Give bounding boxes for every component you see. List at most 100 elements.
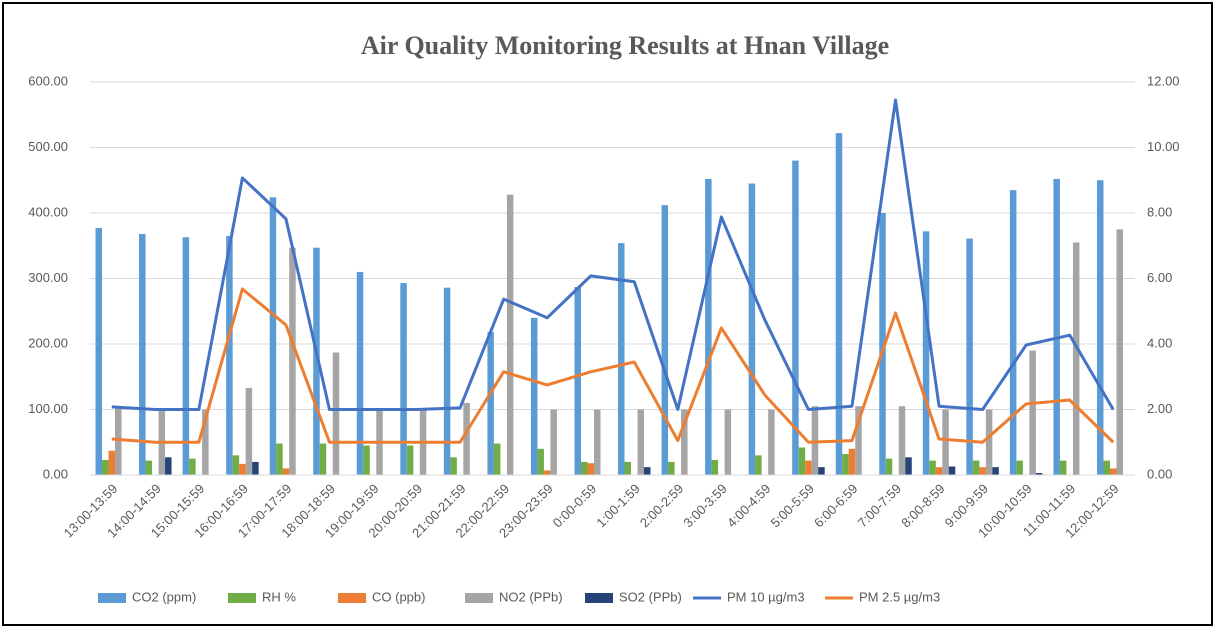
- bar: [618, 243, 625, 475]
- bar: [332, 352, 340, 475]
- bar: [661, 205, 669, 475]
- legend-swatch: [585, 593, 613, 603]
- bar: [681, 409, 688, 475]
- bar: [574, 287, 581, 475]
- bar: [668, 461, 675, 475]
- bar: [929, 460, 936, 475]
- bar: [165, 457, 172, 475]
- bar: [855, 406, 862, 475]
- bar: [1103, 460, 1110, 475]
- bar: [543, 470, 551, 475]
- legend-label: CO (ppb): [372, 589, 425, 604]
- bar: [705, 178, 712, 475]
- y-tick-label: 0.00: [43, 466, 68, 481]
- bar: [182, 237, 190, 475]
- y-tick-label: 500.00: [28, 139, 68, 154]
- bar: [835, 133, 843, 475]
- bar: [1053, 178, 1060, 475]
- bar: [768, 409, 775, 475]
- bar: [624, 461, 632, 475]
- y2-tick-label: 6.00: [1147, 270, 1172, 285]
- bar: [487, 332, 494, 475]
- bar: [748, 183, 756, 475]
- legend-swatch: [465, 593, 493, 603]
- bar: [1096, 180, 1104, 475]
- bar: [443, 287, 451, 475]
- line: [111, 98, 1115, 411]
- bar: [356, 271, 364, 475]
- bar: [711, 459, 719, 475]
- legend-label: RH %: [262, 589, 296, 604]
- bar: [818, 467, 825, 475]
- bar: [289, 247, 296, 475]
- bar: [1059, 460, 1067, 475]
- bar: [363, 445, 370, 475]
- bar: [885, 458, 893, 475]
- bar: [269, 197, 277, 475]
- bar: [842, 454, 849, 475]
- legend-swatch: [228, 593, 256, 603]
- legend-label: SO2 (PPb): [619, 589, 682, 604]
- bar: [966, 238, 973, 475]
- bar: [463, 402, 470, 475]
- bar: [1035, 473, 1043, 475]
- bar: [979, 467, 986, 475]
- bar: [1109, 468, 1117, 475]
- y2-tick-label: 4.00: [1147, 335, 1172, 350]
- bar: [145, 460, 153, 475]
- chart-title: Air Quality Monitoring Results at Hnan V…: [361, 31, 889, 60]
- bar: [972, 460, 980, 475]
- bar: [102, 459, 109, 475]
- bar: [506, 194, 514, 475]
- bar: [985, 409, 993, 475]
- bar: [319, 443, 327, 475]
- legend-label: PM 10 µg/m3: [727, 589, 805, 604]
- y2-tick-label: 2.00: [1147, 401, 1172, 416]
- bar: [1016, 460, 1023, 475]
- y-tick-label: 200.00: [28, 335, 68, 350]
- bar: [537, 448, 544, 475]
- bar: [644, 467, 651, 475]
- bar: [202, 409, 209, 475]
- bar: [189, 458, 196, 475]
- line: [111, 287, 1115, 444]
- bar: [905, 457, 912, 475]
- bar: [400, 283, 407, 475]
- bar: [232, 455, 240, 475]
- legend-swatch: [338, 593, 366, 603]
- bar: [313, 247, 320, 475]
- bar: [798, 447, 806, 475]
- bar: [95, 228, 103, 475]
- bar: [879, 213, 886, 475]
- y2-tick-label: 8.00: [1147, 204, 1172, 219]
- bar: [1009, 190, 1017, 475]
- bar: [992, 467, 999, 475]
- bar: [530, 317, 538, 475]
- bar: [587, 463, 594, 475]
- bar: [942, 409, 949, 475]
- legend-swatch: [98, 593, 126, 603]
- y-tick-label: 600.00: [28, 73, 68, 88]
- legend-label: CO2 (ppm): [132, 589, 196, 604]
- bar: [935, 467, 943, 475]
- bar: [108, 450, 116, 475]
- bar: [1072, 242, 1080, 475]
- y-tick-label: 300.00: [28, 270, 68, 285]
- bar: [245, 387, 253, 475]
- legend-label: NO2 (PPb): [499, 589, 563, 604]
- bar: [898, 406, 906, 475]
- bar: [805, 460, 812, 475]
- y-tick-label: 400.00: [28, 204, 68, 219]
- bar: [450, 457, 457, 475]
- bar: [493, 443, 501, 475]
- bar: [922, 231, 930, 475]
- y2-tick-label: 0.00: [1147, 466, 1172, 481]
- bar: [252, 461, 259, 475]
- bar: [755, 455, 762, 475]
- bar: [550, 409, 557, 475]
- bar: [637, 409, 645, 475]
- bar: [282, 468, 290, 475]
- y2-tick-label: 12.00: [1147, 73, 1180, 88]
- bar: [226, 235, 233, 475]
